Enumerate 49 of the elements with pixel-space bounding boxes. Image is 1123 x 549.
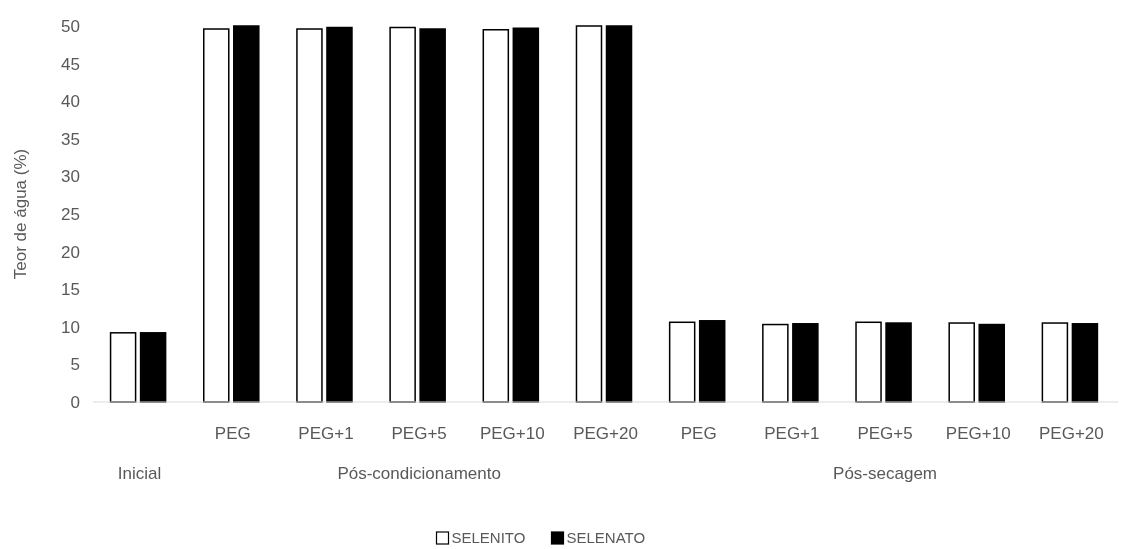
bar <box>512 27 540 403</box>
bar <box>948 322 975 403</box>
bar <box>855 321 882 403</box>
x-tick-label: PEG+5 <box>391 424 447 443</box>
x-tick-label: PEG+1 <box>298 424 354 443</box>
y-tick-label: 25 <box>61 204 80 224</box>
y-tick-label: 0 <box>70 392 80 412</box>
x-tick-label: PEG <box>214 424 251 443</box>
bar <box>1071 323 1099 403</box>
bar <box>575 25 603 403</box>
bar <box>698 320 726 403</box>
text: Pós-condicionamento <box>337 464 501 483</box>
text: Pós-secagem <box>833 464 938 483</box>
y-tick-label: 35 <box>61 129 80 149</box>
y-tick-label: 30 <box>61 167 80 187</box>
bar <box>762 323 789 403</box>
x-tick-label: PEG+5 <box>857 424 913 443</box>
bar <box>668 321 696 403</box>
bar <box>389 26 416 403</box>
bar <box>109 332 137 403</box>
y-tick-label: 50 <box>61 16 80 36</box>
bar <box>419 28 446 403</box>
y-tick-label: 15 <box>61 280 80 300</box>
y-tick-label: 40 <box>61 92 80 112</box>
bar <box>792 323 819 403</box>
y-tick-label: 5 <box>70 355 80 375</box>
x-tick-label: PEG <box>680 424 717 443</box>
y-axis-title: Teor de água (%) <box>11 148 30 280</box>
legend-label: SELENITO <box>451 529 526 546</box>
x-tick-label: PEG+1 <box>764 424 820 443</box>
bar <box>296 28 323 403</box>
bar <box>885 322 912 403</box>
x-tick-label: PEG+20 <box>1039 424 1104 443</box>
y-tick-label: 20 <box>61 242 80 262</box>
bar <box>978 323 1005 403</box>
text: Inicial <box>117 464 162 483</box>
legend-label: SELENATO <box>566 529 646 546</box>
x-tick-label: PEG+10 <box>479 424 545 443</box>
bar <box>139 332 167 403</box>
bar <box>482 29 510 403</box>
bar <box>203 28 230 403</box>
x-tick-label: PEG+10 <box>945 424 1011 443</box>
bar <box>605 25 633 403</box>
bar <box>326 26 353 403</box>
bar <box>233 25 260 403</box>
bar <box>1041 322 1069 403</box>
y-tick-label: 10 <box>61 317 80 337</box>
y-tick-label: 45 <box>61 54 80 74</box>
x-tick-label: PEG+20 <box>573 424 638 443</box>
